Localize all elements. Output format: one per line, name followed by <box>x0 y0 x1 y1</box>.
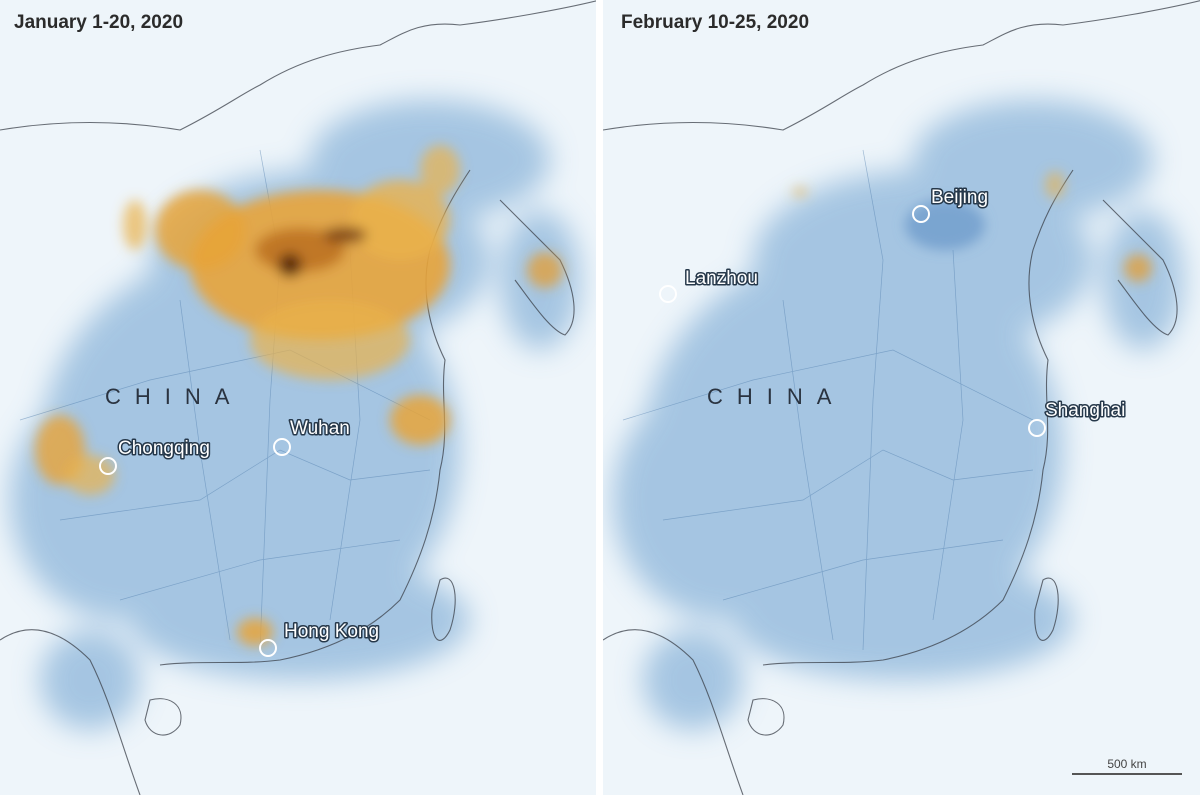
panel-title: February 10-25, 2020 <box>621 12 809 33</box>
city-marker <box>659 285 677 303</box>
city-label: Beijing <box>931 187 988 208</box>
city-marker <box>259 639 277 657</box>
city-label: Shanghai <box>1045 400 1125 421</box>
scale-label: 500 km <box>1107 757 1146 771</box>
country-label: CHINA <box>105 384 243 409</box>
city-label: Hong Kong <box>284 621 379 642</box>
city-marker <box>273 438 291 456</box>
map-panel <box>603 0 1200 795</box>
map-panel <box>0 0 600 795</box>
country-label: CHINA <box>707 384 845 409</box>
pollution-layer <box>35 145 563 646</box>
city-marker <box>912 205 930 223</box>
city-marker <box>1028 419 1046 437</box>
city-markers <box>99 205 1046 657</box>
city-marker <box>99 457 117 475</box>
city-label: Chongqing <box>118 438 210 459</box>
panel-title: January 1-20, 2020 <box>14 12 183 33</box>
pollution-layer <box>792 171 1152 282</box>
city-label: Lanzhou <box>685 268 758 289</box>
city-label: Wuhan <box>290 418 350 439</box>
